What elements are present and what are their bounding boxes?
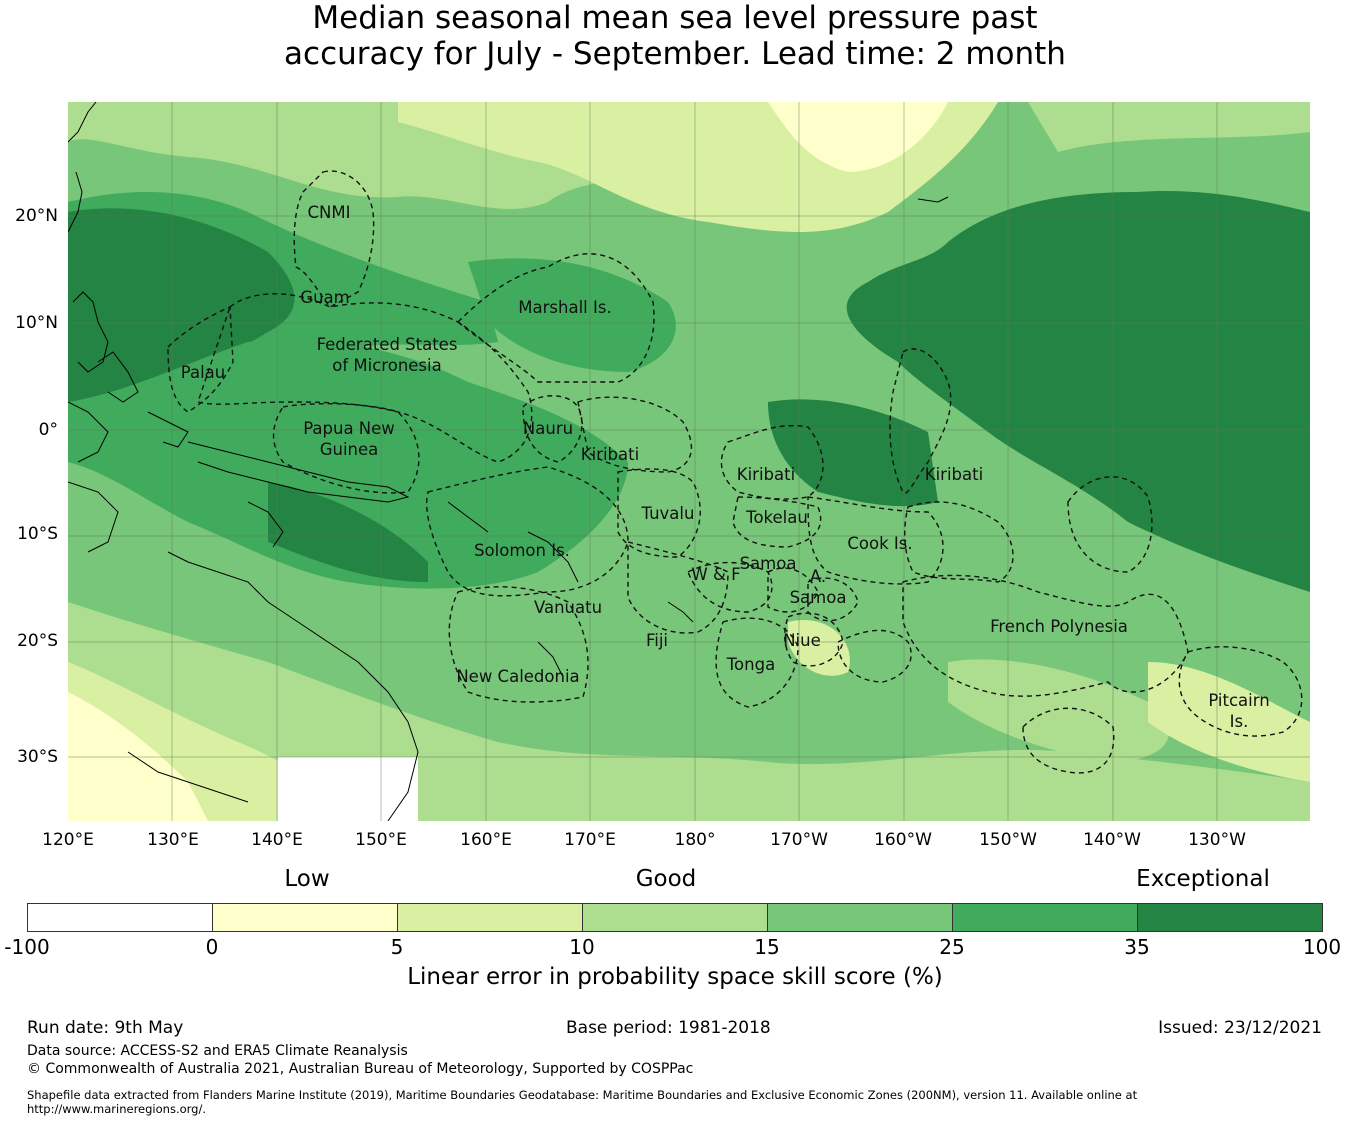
lon-label-170e: 170°E (564, 830, 616, 850)
colorbar (27, 903, 1323, 932)
region-label-nauru: Nauru (523, 419, 573, 438)
lat-label-10n: 10°N (15, 313, 58, 333)
colorbar-tick: 35 (1124, 935, 1150, 959)
skill-zone-pitcairn-fair (1148, 662, 1310, 782)
region-label-kiribati-central: Kiribati (737, 465, 795, 484)
colorbar-segment (953, 904, 1138, 931)
region-label-palau: Palau (181, 363, 225, 382)
colorbar-segment (398, 904, 583, 931)
eez-boundaries (167, 170, 1303, 774)
base-period: Base period: 1981-2018 (566, 1018, 771, 1038)
lon-label-170w: 170°W (770, 830, 828, 850)
colorbar-tick: 100 (1302, 935, 1342, 959)
region-label-pitcairn-line2: Is. (1230, 712, 1249, 731)
skill-zone-west-exceptional (68, 208, 295, 402)
region-label-png-line2: Guinea (320, 440, 379, 459)
region-label-french-polynesia: French Polynesia (990, 617, 1128, 636)
colorbar-segment (28, 904, 213, 931)
region-label-new-caledonia: New Caledonia (456, 667, 579, 686)
lon-label-180: 180° (674, 830, 716, 850)
data-source: Data source: ACCESS-S2 and ERA5 Climate … (27, 1043, 408, 1059)
skill-zone-north-low (768, 102, 948, 172)
region-labels: CNMI Guam Marshall Is. Federated States … (181, 203, 1270, 731)
issued-date: Issued: 23/12/2021 (1158, 1018, 1322, 1038)
copyright: © Commonwealth of Australia 2021, Austra… (27, 1061, 694, 1077)
colorbar-segment (1138, 904, 1322, 931)
region-label-png-line1: Papua New (303, 419, 395, 438)
lat-label-20s: 20°S (17, 631, 58, 651)
skill-zone-niue-fair (788, 620, 850, 676)
region-label-solomon: Solomon Is. (474, 541, 570, 560)
colorbar-segment (213, 904, 398, 931)
lon-label-130w: 130°W (1188, 830, 1246, 850)
colorbar-label: Linear error in probability space skill … (407, 964, 943, 990)
colorbar-tick: 25 (939, 935, 965, 959)
lon-label-150e: 150°E (355, 830, 407, 850)
colorbar-tick: -100 (4, 935, 50, 959)
lon-label-140e: 140°E (251, 830, 303, 850)
skill-zone-png-exceptional (268, 482, 428, 582)
skill-zone-east-exceptional (846, 191, 1310, 593)
colorbar-segment (583, 904, 768, 931)
region-label-cook: Cook Is. (847, 534, 912, 553)
colorbar-tick: 0 (205, 935, 219, 959)
chart-title-line-1: Median seasonal mean sea level pressure … (312, 0, 1038, 36)
region-label-samoa: Samoa (740, 554, 797, 573)
skill-zone-png-high (68, 339, 628, 589)
legend-category-exceptional: Exceptional (1136, 866, 1270, 892)
lon-label-160w: 160°W (874, 830, 932, 850)
graticule (68, 102, 1310, 821)
region-label-tokelau: Tokelau (745, 508, 808, 527)
region-label-vanuatu: Vanuatu (534, 598, 602, 617)
region-label-niue: Niue (783, 631, 821, 650)
lon-label-140w: 140°W (1083, 830, 1141, 850)
lat-label-0: 0° (38, 420, 58, 440)
region-label-wf: W & F (691, 565, 740, 584)
region-label-cnmi: CNMI (308, 203, 351, 222)
coastlines (68, 102, 949, 821)
region-label-american-samoa-line1: A. (810, 567, 826, 586)
shapefile-url: http://www.marineregions.org/. (27, 1102, 206, 1116)
skill-zone-marshall-high (468, 258, 676, 372)
region-label-fiji: Fiji (646, 631, 668, 650)
lat-label-10s: 10°S (17, 524, 58, 544)
legend-category-low: Low (284, 866, 330, 892)
lon-label-130e: 130°E (147, 830, 199, 850)
region-label-kiribati-west: Kiribati (581, 445, 639, 464)
region-label-fsm-line2: of Micronesia (332, 356, 441, 375)
region-label-american-samoa-line2: Samoa (790, 588, 847, 607)
skill-map: CNMI Guam Marshall Is. Federated States … (68, 102, 1310, 821)
lon-label-150w: 150°W (979, 830, 1037, 850)
region-label-kiribati-east: Kiribati (925, 465, 983, 484)
lat-label-20n: 20°N (15, 206, 58, 226)
skill-zone-ne-good (1028, 102, 1310, 152)
region-label-tuvalu: Tuvalu (641, 504, 695, 523)
skill-zone-negative (278, 757, 418, 821)
region-label-guam: Guam (300, 288, 349, 307)
skill-zone-central-exceptional (768, 399, 938, 507)
colorbar-tick: 5 (390, 935, 404, 959)
colorbar-segment (768, 904, 953, 931)
colorbar-tick: 15 (754, 935, 780, 959)
run-date: Run date: 9th May (27, 1018, 184, 1038)
chart-title-line-2: accuracy for July - September. Lead time… (284, 36, 1066, 72)
skill-zone-sw-low (68, 692, 208, 821)
region-label-marshall: Marshall Is. (518, 298, 611, 317)
lat-label-30s: 30°S (17, 747, 58, 767)
shapefile-credit: Shapefile data extracted from Flanders M… (27, 1088, 1138, 1102)
lon-label-120e: 120°E (42, 830, 94, 850)
lon-label-160e: 160°E (460, 830, 512, 850)
region-label-pitcairn-line1: Pitcairn (1208, 691, 1269, 710)
region-label-tonga: Tonga (726, 655, 775, 674)
colorbar-tick: 10 (569, 935, 595, 959)
region-label-fsm-line1: Federated States (317, 335, 458, 354)
legend-category-good: Good (635, 866, 697, 892)
